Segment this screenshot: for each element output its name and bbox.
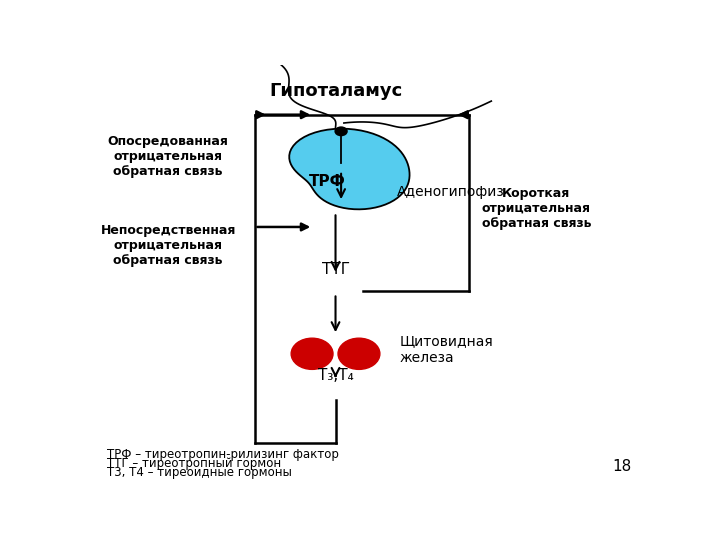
Polygon shape xyxy=(289,129,410,210)
Text: Т₃,Т₄: Т₃,Т₄ xyxy=(318,368,354,383)
Circle shape xyxy=(334,126,348,136)
Text: 18: 18 xyxy=(612,460,631,474)
Ellipse shape xyxy=(291,338,333,369)
Text: Непосредственная
отрицательная
обратная связь: Непосредственная отрицательная обратная … xyxy=(100,224,236,267)
Text: ТРФ: ТРФ xyxy=(309,174,346,188)
Text: Аденогипофиз: Аденогипофиз xyxy=(397,185,505,199)
Text: Короткая
отрицательная
обратная связь: Короткая отрицательная обратная связь xyxy=(482,187,591,230)
Text: ТТГ – тиреотропный гормон: ТТГ – тиреотропный гормон xyxy=(107,457,281,470)
Text: Гипоталамус: Гипоталамус xyxy=(269,82,402,100)
Text: Опосредованная
отрицательная
обратная связь: Опосредованная отрицательная обратная св… xyxy=(108,135,228,178)
Text: Щитовидная
железа: Щитовидная железа xyxy=(400,334,493,364)
Ellipse shape xyxy=(338,338,380,369)
Text: ТТГ: ТТГ xyxy=(322,262,349,277)
Text: ТРФ – тиреотропин-рилизинг фактор: ТРФ – тиреотропин-рилизинг фактор xyxy=(107,448,338,461)
Text: Т3, Т4 – тиреоидные гормоны: Т3, Т4 – тиреоидные гормоны xyxy=(107,467,292,480)
